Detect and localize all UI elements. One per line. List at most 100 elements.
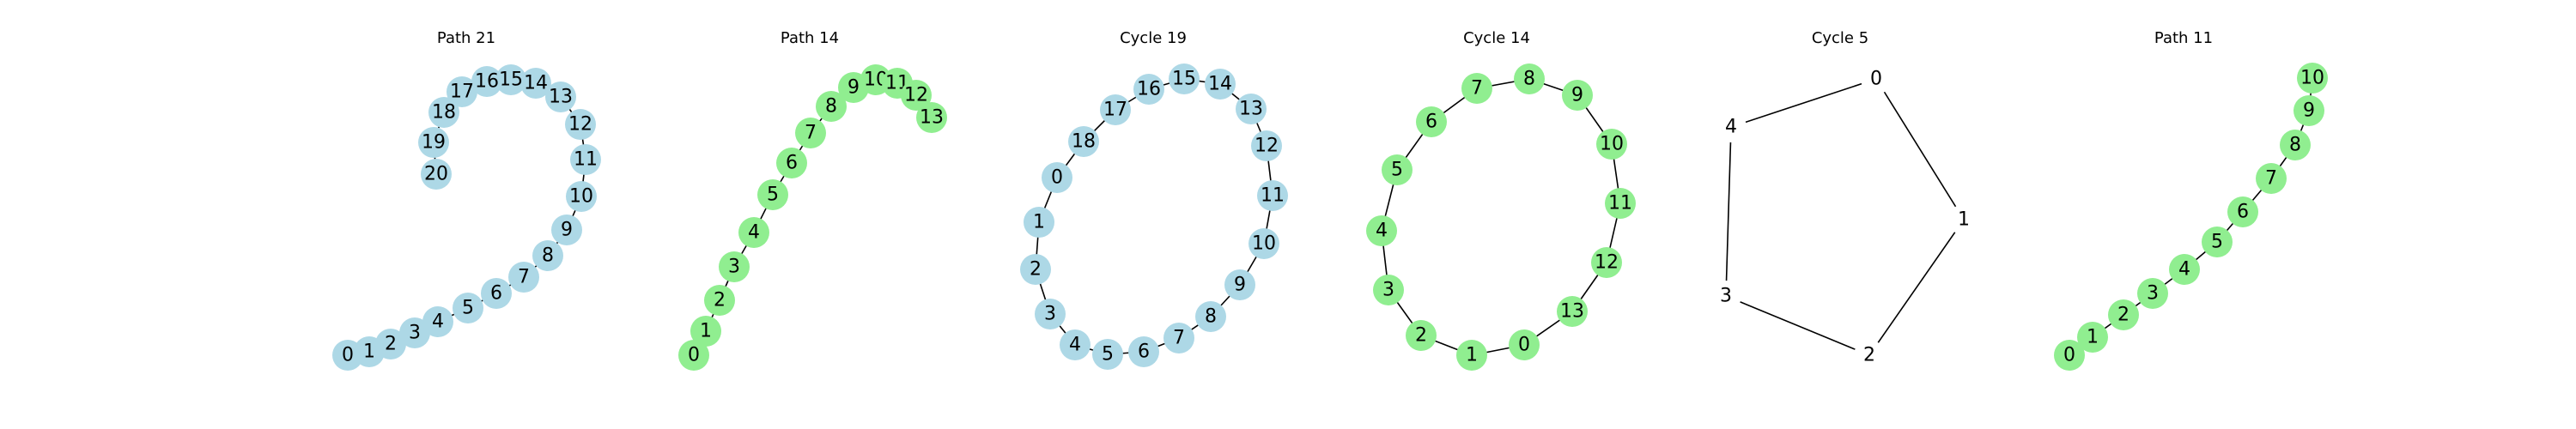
node-circle: [1100, 94, 1131, 125]
graph-node: 9: [1562, 80, 1593, 111]
graph-node: 11: [1257, 180, 1288, 211]
node-circle: [1948, 204, 1979, 235]
node-label: 16: [1137, 79, 1161, 100]
graph-node: 19: [418, 127, 449, 158]
node-circle: [520, 68, 551, 99]
panel-title: Cycle 14: [1463, 29, 1530, 47]
graph-node: 5: [757, 179, 788, 210]
node-label: 9: [561, 220, 573, 241]
node-label: 20: [424, 164, 448, 185]
node-circle: [1035, 299, 1066, 329]
node-label: 12: [1255, 136, 1279, 157]
graph-node: 10: [2297, 63, 2328, 94]
graph-node: 6: [481, 278, 512, 309]
graph-node: 8: [1514, 63, 1545, 94]
node-circle: [2077, 322, 2108, 353]
graph-node: 6: [1416, 106, 1447, 137]
graph-node: 8: [2280, 130, 2311, 160]
graph-node: 7: [508, 262, 539, 293]
graph-node: 13: [545, 82, 576, 112]
graph-node: 13: [1236, 94, 1267, 124]
graph-node: 3: [1710, 281, 1741, 311]
node-circle: [421, 159, 452, 190]
node-label: 0: [2063, 345, 2075, 366]
node-label: 8: [1205, 306, 1217, 328]
graph-edge: [1730, 78, 1877, 128]
node-circle: [1236, 94, 1267, 124]
graph-node: 4: [1060, 329, 1091, 360]
node-circle: [570, 144, 601, 175]
graph-node: 3: [1373, 275, 1404, 305]
node-label: 13: [1560, 301, 1584, 323]
graph-node: 13: [1557, 296, 1588, 327]
graph-node: 5: [453, 293, 483, 323]
graph-edge: [1868, 219, 1965, 356]
graph-node: 7: [1461, 73, 1492, 104]
node-label: 10: [569, 186, 593, 208]
graph-node: 4: [738, 217, 769, 248]
node-label: 7: [518, 267, 530, 288]
node-circle: [1861, 63, 1892, 94]
node-label: 5: [2211, 232, 2223, 253]
node-circle: [1133, 74, 1164, 105]
node-label: 6: [490, 283, 502, 305]
graph-node: 2: [1020, 254, 1051, 285]
node-label: 4: [1725, 117, 1737, 138]
node-circle: [1092, 339, 1123, 370]
node-label: 14: [1208, 74, 1232, 95]
node-label: 13: [549, 87, 573, 108]
node-label: 5: [462, 298, 474, 319]
graph-node: 3: [719, 251, 750, 282]
graph-node: 1: [690, 316, 721, 347]
node-circle: [1514, 63, 1545, 94]
node-circle: [447, 76, 477, 107]
node-circle: [1605, 188, 1636, 219]
node-circle: [1257, 180, 1288, 211]
node-circle: [1060, 329, 1091, 360]
node-label: 3: [1720, 286, 1732, 307]
graph-node: 20: [421, 159, 452, 190]
graph-node: 0: [678, 340, 709, 371]
node-label: 1: [2087, 327, 2099, 348]
node-label: 0: [342, 345, 354, 366]
node-circle: [678, 340, 709, 371]
node-circle: [1461, 73, 1492, 104]
node-circle: [1205, 69, 1236, 100]
node-circle: [738, 217, 769, 248]
graph-node: 2: [1854, 340, 1885, 371]
graph-node: 6: [1128, 336, 1159, 367]
node-label: 3: [2147, 283, 2159, 305]
node-label: 7: [1173, 328, 1185, 349]
node-circle: [795, 118, 826, 148]
node-label: 19: [422, 132, 446, 154]
node-label: 13: [920, 107, 944, 129]
panel-title: Cycle 5: [1812, 29, 1868, 47]
graph-node: 4: [2169, 254, 2200, 285]
graph-node: 2: [704, 285, 735, 316]
node-circle: [1456, 340, 1487, 371]
node-label: 17: [450, 82, 474, 103]
graph-node: 9: [2293, 95, 2324, 126]
node-circle: [375, 329, 406, 360]
node-circle: [916, 102, 947, 133]
panel-title: Path 14: [781, 29, 839, 47]
graph-node: 12: [1251, 130, 1282, 161]
graph-node: 18: [428, 97, 459, 128]
node-circle: [1710, 281, 1741, 311]
graph-node: 2: [1406, 320, 1437, 351]
node-label: 18: [432, 102, 456, 124]
graph-node: 2: [2108, 299, 2139, 330]
node-label: 10: [1252, 233, 1276, 255]
graph-node: 4: [1716, 112, 1747, 142]
graph-node: 6: [776, 148, 807, 178]
graph-node: 8: [532, 240, 563, 271]
graph-node: 15: [495, 64, 526, 95]
